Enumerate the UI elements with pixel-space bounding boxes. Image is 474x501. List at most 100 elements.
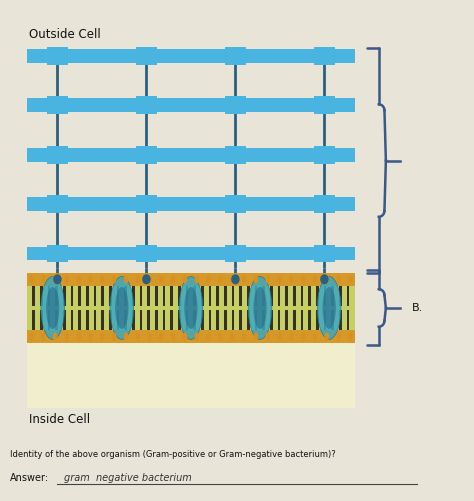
Bar — [270, 310, 273, 330]
Bar — [255, 286, 257, 306]
Bar — [62, 197, 142, 211]
Bar — [247, 286, 250, 306]
Ellipse shape — [124, 333, 128, 341]
Bar — [314, 195, 335, 213]
Bar — [155, 310, 158, 330]
Bar — [178, 310, 181, 330]
Bar — [186, 286, 188, 306]
Bar — [71, 310, 73, 330]
Bar — [136, 146, 157, 164]
Ellipse shape — [206, 333, 211, 341]
Bar — [240, 197, 320, 211]
Bar — [324, 286, 327, 306]
Bar — [136, 97, 157, 115]
Bar — [309, 286, 311, 306]
Bar — [201, 310, 204, 330]
Bar — [316, 310, 319, 330]
Ellipse shape — [301, 333, 305, 341]
Ellipse shape — [318, 277, 341, 340]
Text: Outside Cell: Outside Cell — [29, 28, 101, 41]
Bar — [71, 286, 73, 306]
Bar — [27, 343, 355, 408]
Ellipse shape — [100, 333, 105, 341]
Ellipse shape — [242, 333, 246, 341]
Bar — [240, 148, 320, 162]
Bar — [151, 246, 231, 261]
Bar — [240, 99, 320, 113]
Ellipse shape — [41, 277, 64, 340]
Bar — [27, 273, 355, 286]
Ellipse shape — [301, 275, 305, 284]
Bar — [225, 97, 246, 115]
Bar — [217, 286, 219, 306]
Ellipse shape — [248, 277, 272, 340]
Ellipse shape — [218, 275, 223, 284]
Bar — [79, 310, 81, 330]
Bar — [209, 310, 211, 330]
Bar — [27, 148, 53, 162]
Bar — [151, 197, 231, 211]
Bar — [247, 310, 250, 330]
Ellipse shape — [88, 275, 93, 284]
Bar — [55, 310, 58, 330]
Ellipse shape — [53, 333, 57, 341]
Bar — [232, 310, 234, 330]
Ellipse shape — [159, 333, 164, 341]
Bar — [178, 286, 181, 306]
Bar — [101, 286, 104, 306]
Bar — [193, 286, 196, 306]
Bar — [125, 286, 127, 306]
Bar — [86, 310, 89, 330]
Bar — [136, 244, 157, 263]
Ellipse shape — [100, 275, 105, 284]
Ellipse shape — [230, 275, 235, 284]
Bar — [48, 286, 50, 306]
Ellipse shape — [142, 274, 151, 284]
Bar — [136, 195, 157, 213]
Ellipse shape — [231, 274, 240, 284]
Bar — [209, 286, 211, 306]
Bar — [27, 246, 53, 261]
Bar — [239, 310, 242, 330]
Bar — [278, 286, 281, 306]
Ellipse shape — [41, 333, 46, 341]
Bar — [140, 286, 142, 306]
Ellipse shape — [289, 333, 294, 341]
Bar — [47, 146, 68, 164]
Ellipse shape — [147, 275, 152, 284]
Bar — [331, 286, 334, 306]
Ellipse shape — [110, 277, 134, 340]
Bar — [224, 286, 227, 306]
Bar — [316, 286, 319, 306]
Bar — [201, 286, 204, 306]
Bar — [225, 47, 246, 65]
Bar — [48, 310, 50, 330]
Ellipse shape — [147, 333, 152, 341]
Ellipse shape — [289, 275, 294, 284]
Ellipse shape — [206, 275, 211, 284]
Ellipse shape — [325, 333, 329, 341]
Bar — [347, 310, 349, 330]
Ellipse shape — [194, 275, 199, 284]
Bar — [147, 310, 150, 330]
Bar — [328, 246, 355, 261]
Ellipse shape — [230, 333, 235, 341]
Text: Identity of the above organism (Gram-positive or Gram-negative bacterium)?: Identity of the above organism (Gram-pos… — [10, 450, 336, 459]
Bar — [40, 286, 43, 306]
Ellipse shape — [136, 333, 140, 341]
Bar — [94, 286, 96, 306]
Ellipse shape — [337, 275, 341, 284]
Bar — [186, 310, 188, 330]
Bar — [339, 310, 342, 330]
Ellipse shape — [313, 275, 317, 284]
Bar — [63, 286, 66, 306]
Ellipse shape — [254, 287, 267, 329]
Bar — [79, 286, 81, 306]
Ellipse shape — [53, 274, 62, 284]
Ellipse shape — [348, 333, 353, 341]
Bar — [33, 310, 35, 330]
Bar — [314, 47, 335, 65]
Ellipse shape — [320, 274, 328, 284]
Bar — [62, 49, 142, 63]
Bar — [40, 310, 43, 330]
